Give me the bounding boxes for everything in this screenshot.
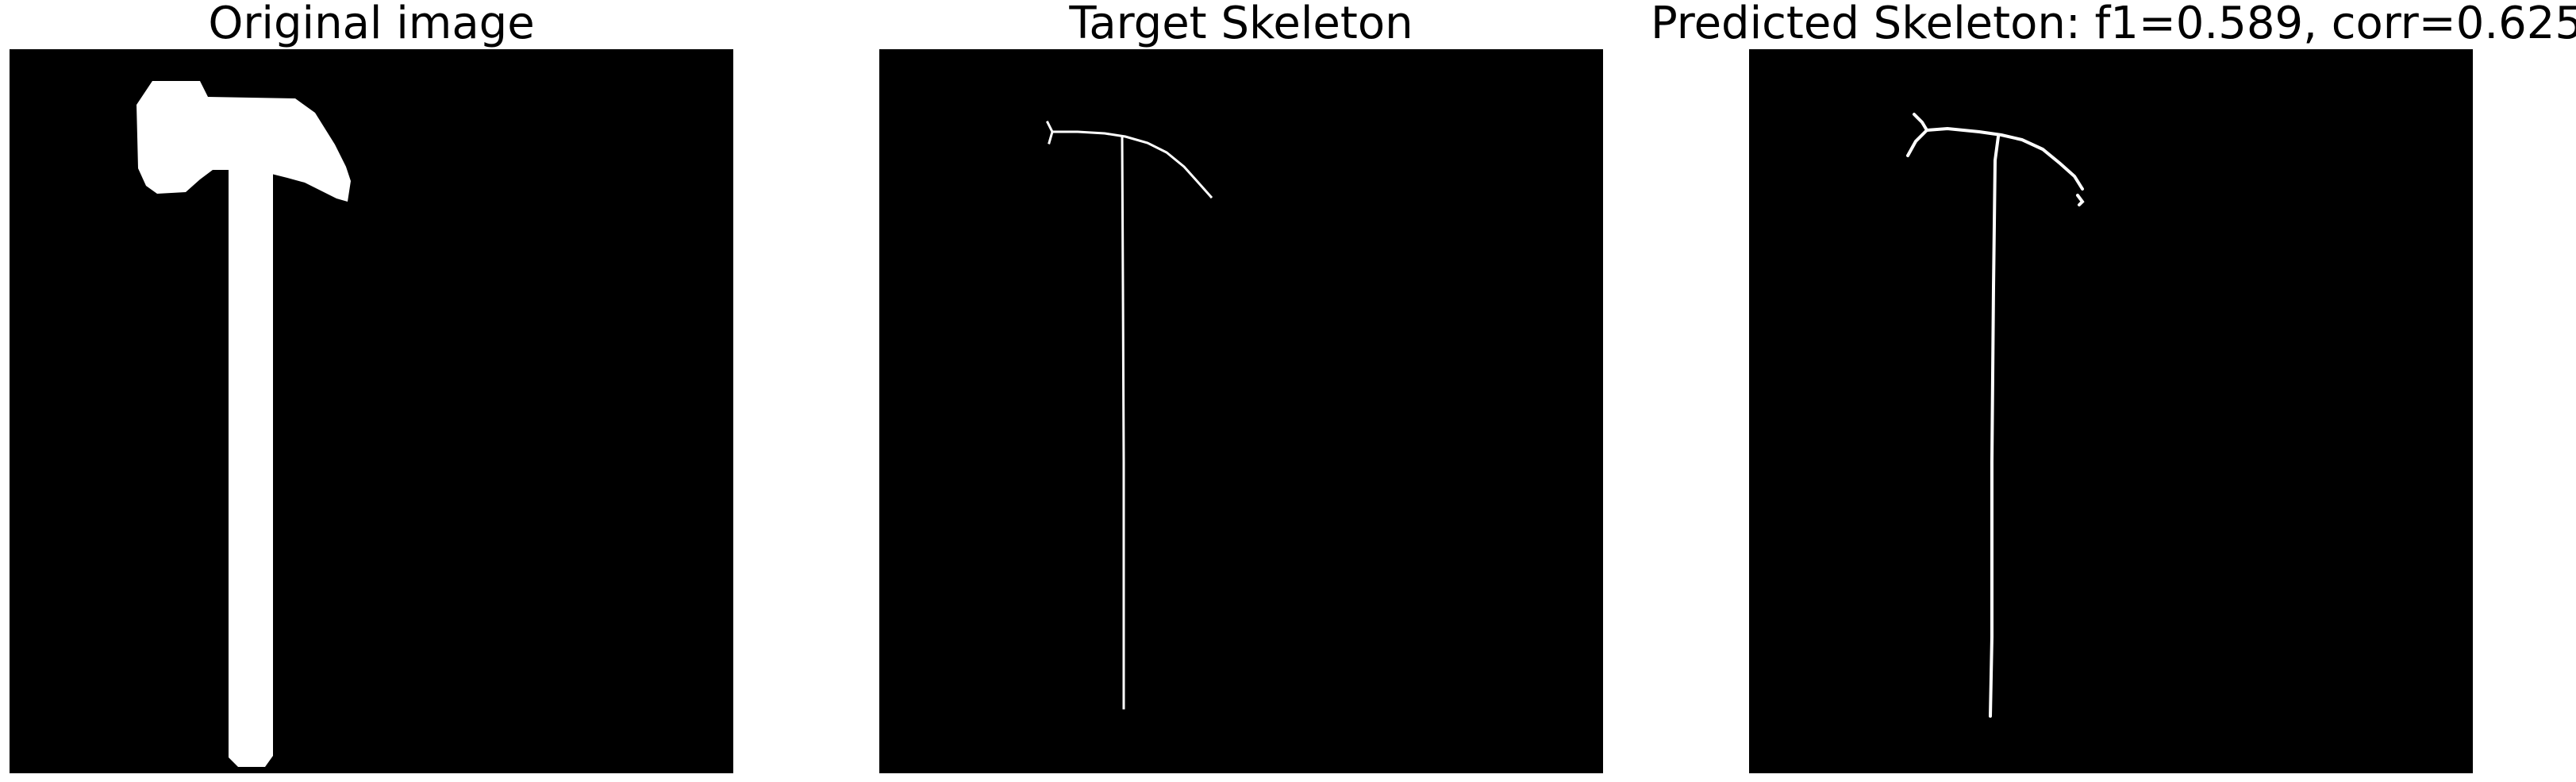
target-skeleton-panel xyxy=(879,49,1603,773)
hammer-handle-shape xyxy=(229,170,273,767)
hammer-silhouette-image xyxy=(10,49,733,773)
predicted-skeleton-title: Predicted Skeleton: f1=0.589, corr=0.625 xyxy=(1651,0,2576,49)
hammer-head-shape xyxy=(136,81,351,202)
target-skeleton-title: Target Skeleton xyxy=(1069,0,1413,49)
original-image-panel xyxy=(10,49,733,773)
target-skeleton-lines xyxy=(1045,120,1213,710)
predicted-skeleton-image xyxy=(1749,49,2473,773)
original-image-title: Original image xyxy=(208,0,535,49)
target-skeleton-image xyxy=(879,49,1603,773)
predicted-skeleton-panel xyxy=(1749,49,2473,773)
predicted-skeleton-lines xyxy=(1906,113,2085,718)
